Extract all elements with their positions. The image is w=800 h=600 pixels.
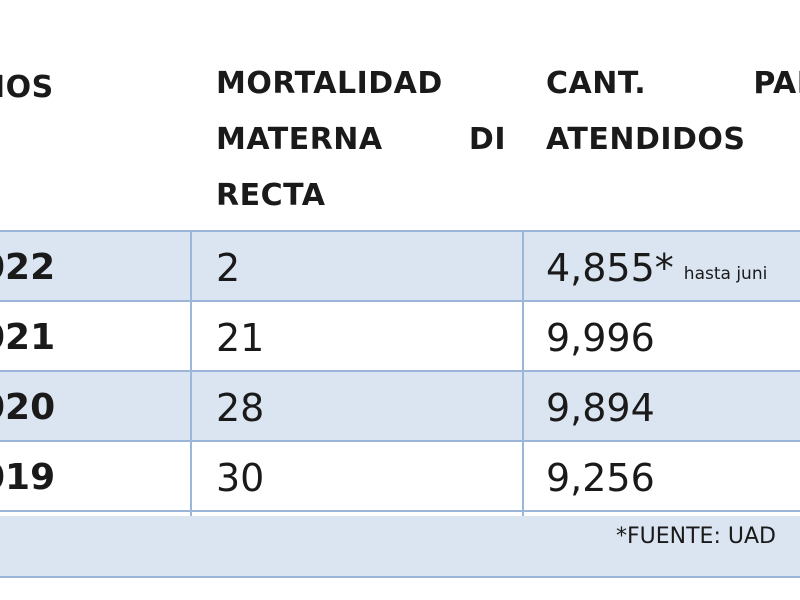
header-mortality: MORTALIDAD MATERNA DI RECTA — [216, 56, 506, 224]
births-cell: 9,996 — [546, 316, 655, 360]
header-mortality-word: DI — [468, 122, 506, 157]
header-births-word: PARTO — [753, 66, 800, 101]
source-note: *FUENTE: UAD — [616, 524, 776, 549]
header-births-line2: ATENDIDOS — [546, 112, 800, 168]
births-note: hasta juni — [683, 264, 768, 284]
year-cell: 020 — [0, 387, 56, 428]
header-mortality-line1: MORTALIDAD — [216, 56, 506, 112]
table-header: ÑOS MORTALIDAD MATERNA DI RECTA CANT. PA… — [0, 0, 800, 232]
table-row: 020 28 9,894 — [0, 372, 800, 442]
header-births-word: CANT. — [546, 66, 647, 101]
header-births: CANT. PARTO ATENDIDOS — [546, 56, 800, 168]
header-births-line1: CANT. PARTO — [546, 56, 800, 112]
table-row: 021 21 9,996 — [0, 302, 800, 372]
header-mortality-line3: RECTA — [216, 168, 506, 224]
births-cell: 9,256 — [546, 456, 655, 500]
mortality-cell: 21 — [216, 316, 265, 360]
year-cell: 021 — [0, 317, 56, 358]
header-mortality-word: MORTALIDAD — [216, 66, 443, 101]
table-footer: *FUENTE: UAD — [0, 516, 800, 578]
mortality-cell: 30 — [216, 456, 265, 500]
header-mortality-word: MATERNA — [216, 122, 383, 157]
table-row: 022 2 4,855* hasta juni — [0, 232, 800, 302]
births-cell: 9,894 — [546, 386, 655, 430]
year-cell: 019 — [0, 457, 56, 498]
header-mortality-line2: MATERNA DI — [216, 112, 506, 168]
table-row: 019 30 9,256 — [0, 442, 800, 512]
mortality-cell: 28 — [216, 386, 265, 430]
header-mortality-word: RECTA — [216, 178, 326, 213]
mortality-cell: 2 — [216, 246, 241, 290]
births-cell: 4,855* hasta juni — [546, 232, 767, 300]
column-divider — [522, 232, 524, 518]
births-value: 4,855* — [546, 246, 674, 290]
year-cell: 022 — [0, 247, 56, 288]
header-births-word: ATENDIDOS — [546, 122, 746, 157]
header-years: ÑOS — [0, 70, 54, 105]
column-divider — [190, 232, 192, 518]
